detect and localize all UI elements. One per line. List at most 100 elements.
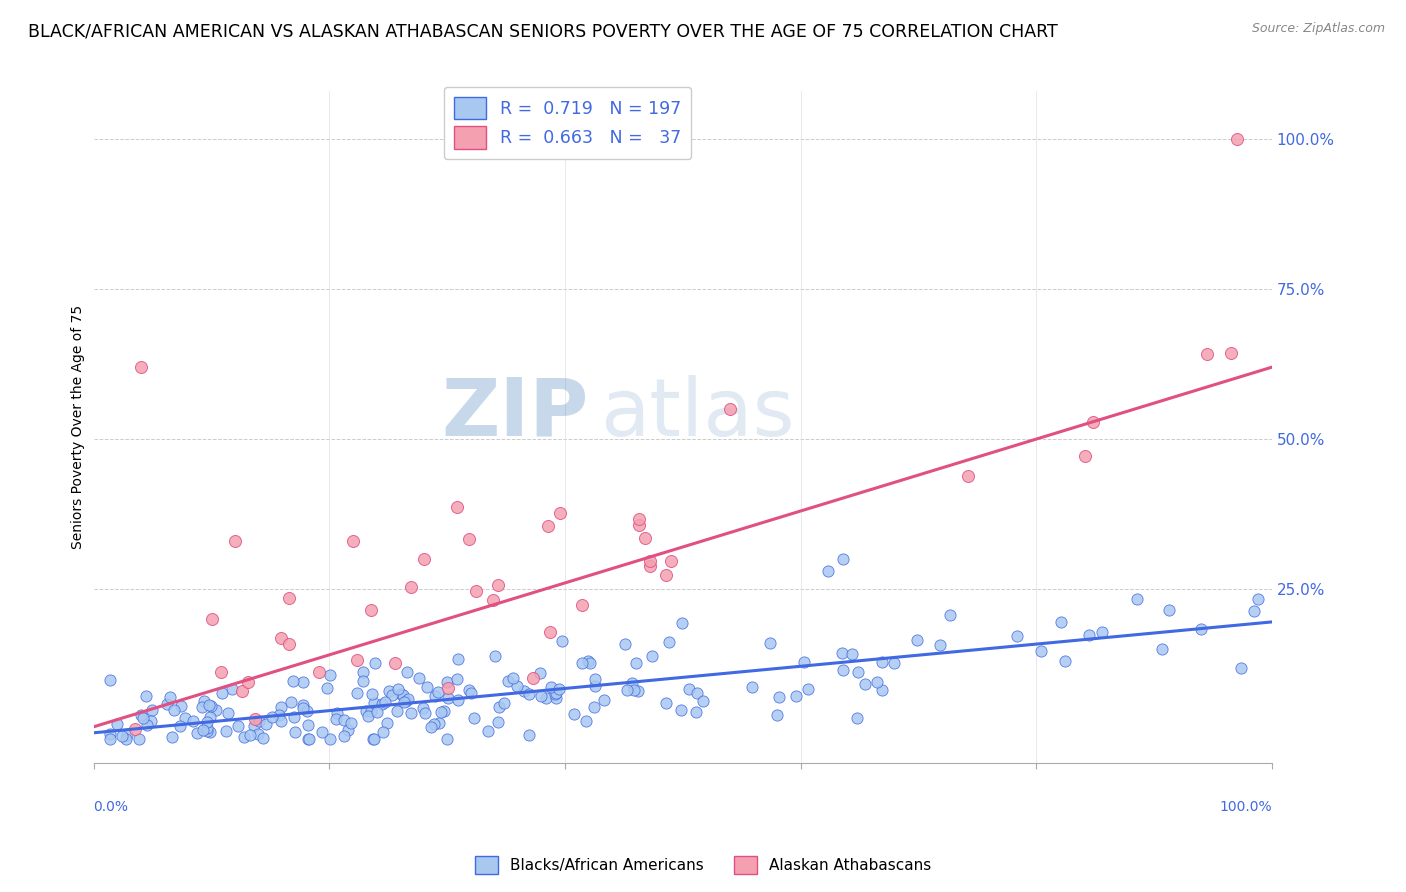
- Point: [352, 665, 374, 680]
- Point: [817, 564, 839, 578]
- Point: [354, 705, 377, 719]
- Point: [291, 674, 314, 689]
- Point: [1189, 623, 1212, 637]
- Point: [360, 704, 382, 718]
- Point: [412, 552, 434, 566]
- Point: [1074, 450, 1097, 464]
- Point: [346, 653, 368, 667]
- Point: [534, 691, 557, 706]
- Point: [427, 685, 450, 699]
- Point: [291, 700, 314, 714]
- Point: [571, 656, 593, 670]
- Point: [361, 731, 384, 746]
- Point: [291, 698, 314, 713]
- Point: [543, 688, 565, 702]
- Point: [160, 730, 183, 744]
- Point: [436, 731, 458, 746]
- Point: [502, 671, 524, 685]
- Point: [267, 708, 290, 723]
- Point: [638, 559, 661, 574]
- Point: [758, 635, 780, 649]
- Point: [436, 681, 458, 695]
- Point: [115, 728, 138, 742]
- Point: [530, 689, 553, 703]
- Point: [200, 698, 222, 713]
- Point: [319, 731, 342, 746]
- Point: [392, 688, 415, 702]
- Point: [295, 704, 318, 718]
- Point: [460, 686, 482, 700]
- Point: [181, 714, 204, 729]
- Point: [517, 728, 540, 742]
- Point: [614, 637, 637, 651]
- Point: [655, 567, 678, 582]
- Point: [540, 680, 562, 694]
- Point: [413, 706, 436, 720]
- Point: [446, 500, 468, 515]
- Point: [169, 719, 191, 733]
- Point: [173, 711, 195, 725]
- Point: [741, 680, 763, 694]
- Point: [162, 703, 184, 717]
- Point: [718, 402, 741, 417]
- Point: [281, 673, 304, 688]
- Point: [866, 674, 889, 689]
- Point: [270, 699, 292, 714]
- Point: [283, 709, 305, 723]
- Text: 0.0%: 0.0%: [94, 800, 128, 814]
- Point: [1077, 628, 1099, 642]
- Point: [352, 674, 374, 689]
- Point: [505, 679, 527, 693]
- Point: [200, 710, 222, 724]
- Point: [671, 703, 693, 717]
- Point: [628, 511, 651, 525]
- Point: [408, 671, 430, 685]
- Text: ZIP: ZIP: [441, 375, 589, 452]
- Point: [512, 683, 534, 698]
- Point: [529, 666, 551, 681]
- Point: [326, 706, 349, 720]
- Point: [1054, 654, 1077, 668]
- Point: [853, 676, 876, 690]
- Point: [492, 696, 515, 710]
- Point: [484, 648, 506, 663]
- Point: [284, 725, 307, 739]
- Point: [236, 675, 259, 690]
- Point: [659, 554, 682, 568]
- Point: [548, 681, 571, 696]
- Point: [298, 731, 321, 746]
- Point: [1219, 346, 1241, 360]
- Point: [692, 694, 714, 708]
- Point: [429, 715, 451, 730]
- Point: [246, 726, 269, 740]
- Point: [463, 710, 485, 724]
- Point: [464, 584, 486, 599]
- Point: [198, 698, 221, 712]
- Point: [339, 716, 361, 731]
- Point: [420, 720, 443, 734]
- Point: [1230, 661, 1253, 675]
- Text: BLACK/AFRICAN AMERICAN VS ALASKAN ATHABASCAN SENIORS POVERTY OVER THE AGE OF 75 : BLACK/AFRICAN AMERICAN VS ALASKAN ATHABA…: [28, 22, 1057, 40]
- Point: [623, 682, 645, 697]
- Point: [685, 705, 707, 719]
- Point: [583, 679, 606, 693]
- Point: [583, 672, 606, 686]
- Point: [389, 687, 412, 701]
- Point: [231, 684, 253, 698]
- Point: [845, 710, 868, 724]
- Point: [226, 719, 249, 733]
- Point: [395, 665, 418, 679]
- Point: [159, 690, 181, 705]
- Point: [627, 683, 650, 698]
- Point: [582, 699, 605, 714]
- Point: [371, 698, 394, 712]
- Point: [423, 717, 446, 731]
- Point: [200, 612, 222, 626]
- Point: [325, 712, 347, 726]
- Point: [98, 731, 121, 746]
- Point: [846, 665, 869, 679]
- Point: [221, 682, 243, 697]
- Text: 100.0%: 100.0%: [1219, 800, 1272, 814]
- Point: [436, 675, 458, 690]
- Point: [214, 724, 236, 739]
